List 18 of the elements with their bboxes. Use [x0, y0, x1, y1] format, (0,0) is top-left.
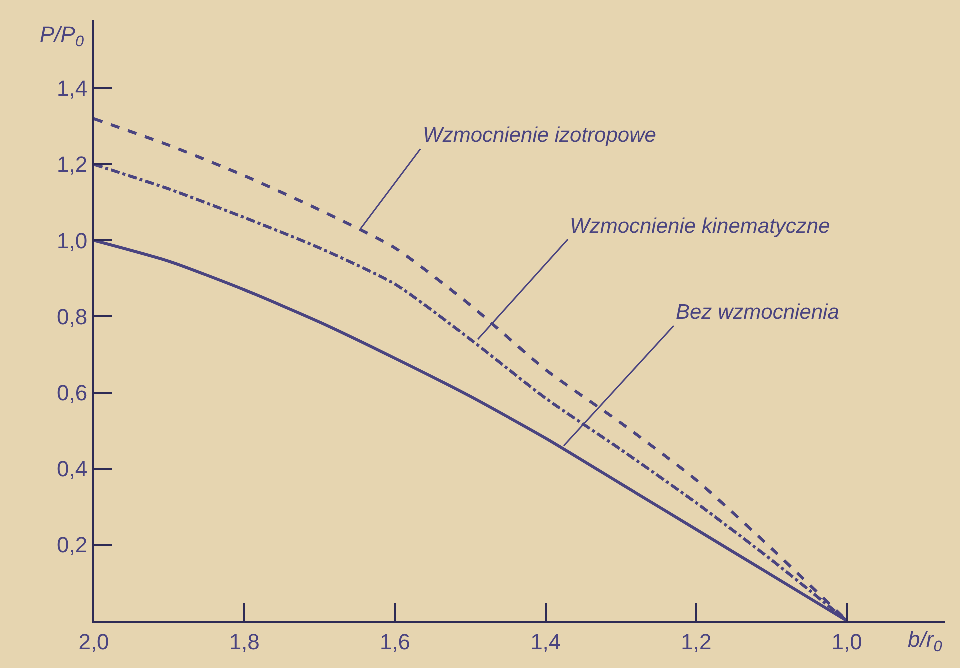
y-tick-label: 1,4	[57, 76, 88, 102]
x-tick-label: 1,8	[229, 629, 260, 654]
x-tick-label: 1,2	[681, 629, 712, 654]
annotation: Bez wzmocnienia	[676, 301, 840, 324]
x-tick-label: 1,4	[530, 629, 562, 654]
x-axis-title: b/r$_{0}$	[908, 627, 943, 656]
y-tick-label: 1,2	[57, 152, 88, 178]
y-tick-label: 1,0	[57, 228, 88, 254]
annotation: Wzmocnienie kinematyczne	[570, 215, 830, 238]
x-tick-label: 2,0	[78, 629, 110, 654]
y-tick-label: 0,8	[57, 304, 88, 330]
y-axis-title: P/P$_{0}$	[40, 22, 84, 51]
x-tick-label: 1,0	[832, 629, 862, 654]
y-tick-label: 0,4	[57, 456, 88, 482]
y-tick-label: 0,6	[57, 380, 88, 406]
annotation: Wzmocnienie izotropowe	[423, 124, 656, 147]
x-tick-label: 1,6	[380, 629, 411, 654]
y-tick-label: 0,2	[57, 532, 88, 558]
